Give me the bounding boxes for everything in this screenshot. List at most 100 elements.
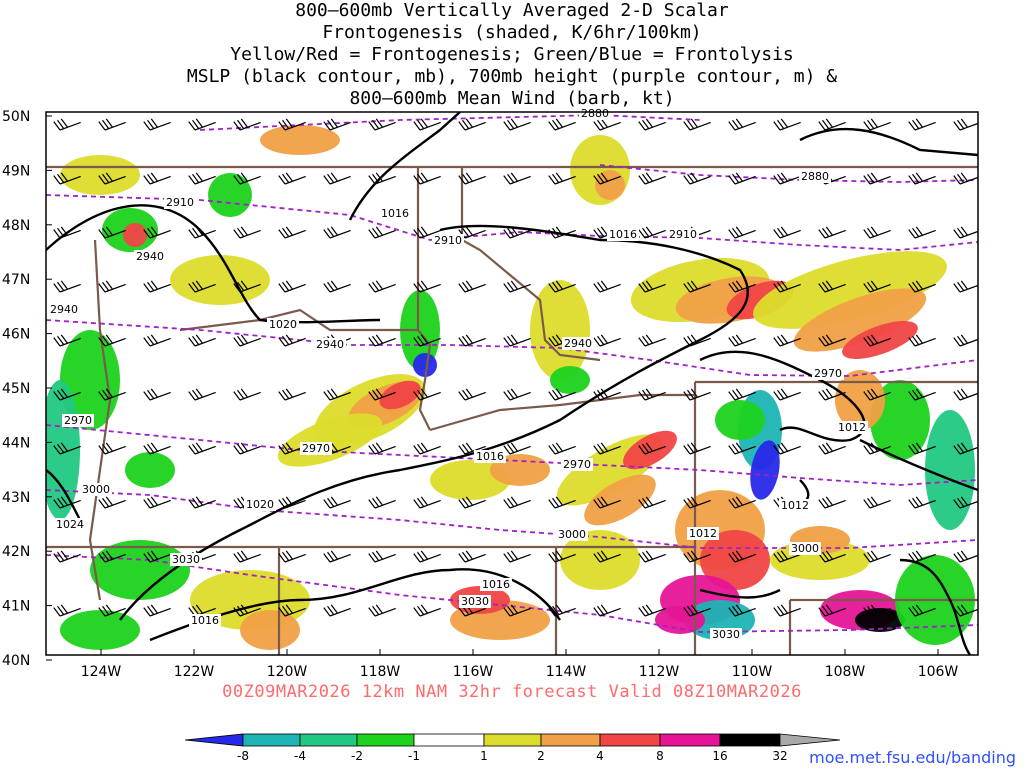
barb-flag xyxy=(102,281,110,291)
barb-flag xyxy=(642,119,650,129)
barb-flag xyxy=(368,391,376,401)
wind-barb xyxy=(413,334,441,347)
barb-flag xyxy=(150,388,158,398)
barb-flag xyxy=(458,121,466,131)
height-label: 3030 xyxy=(172,553,200,566)
wind-barb xyxy=(818,334,846,347)
barb-flag xyxy=(818,445,826,455)
wind-barb xyxy=(53,442,81,455)
barb-flag xyxy=(417,497,425,507)
barb-flag xyxy=(555,388,563,398)
wind-barb xyxy=(368,496,396,509)
barb-flag xyxy=(98,445,106,455)
barb-flag xyxy=(732,335,740,345)
barb-flag xyxy=(510,604,518,614)
barb-flag xyxy=(195,118,203,128)
barb-flag xyxy=(957,389,965,399)
barb-flag xyxy=(593,607,601,617)
barb-flag xyxy=(147,335,155,345)
barb-flag xyxy=(237,227,245,237)
barb-flag xyxy=(195,604,203,614)
barb-flag xyxy=(327,173,335,183)
mslp-label-bg xyxy=(687,527,719,540)
wind-barb xyxy=(953,226,978,239)
wind-barb xyxy=(728,118,756,131)
barb-flag xyxy=(728,553,736,563)
barb-flag xyxy=(773,337,781,347)
barb-flag xyxy=(908,175,916,185)
barb-flag xyxy=(773,283,781,293)
barb-flag xyxy=(147,173,155,183)
barb-flag xyxy=(240,388,248,398)
barb-flag xyxy=(683,607,691,617)
wind-barb xyxy=(278,280,306,293)
barb-flag xyxy=(413,553,421,563)
barb-flag xyxy=(105,388,113,398)
wind-barb xyxy=(503,226,531,239)
height-label-bg xyxy=(164,196,196,209)
colorbar-segment xyxy=(540,733,601,747)
barb-flag xyxy=(728,445,736,455)
wind-barb xyxy=(773,442,801,455)
barb-flag xyxy=(327,605,335,615)
barb-flag xyxy=(147,443,155,453)
wind-barb xyxy=(683,172,711,185)
barb-flag xyxy=(870,550,878,560)
state-border-line xyxy=(416,167,432,431)
height-label-bg xyxy=(300,442,332,455)
barb-flag xyxy=(915,118,923,128)
barb-flag xyxy=(330,496,338,506)
barb-flag xyxy=(960,388,968,398)
mslp-label: 1016 xyxy=(191,614,219,627)
barb-flag xyxy=(548,175,556,185)
barb-flag xyxy=(285,118,293,128)
barb-flag xyxy=(413,229,421,239)
wind-barb xyxy=(188,118,216,131)
barb-flag xyxy=(510,550,518,560)
barb-flag xyxy=(192,173,200,183)
barb-flag xyxy=(960,226,968,236)
wind-barb xyxy=(953,118,978,131)
barb-flag xyxy=(53,553,61,563)
barb-flag xyxy=(102,497,110,507)
barb-flag xyxy=(552,281,560,291)
barb-flag xyxy=(642,389,650,399)
wind-barb xyxy=(908,226,936,239)
barb-flag xyxy=(53,229,61,239)
barb-flag xyxy=(327,119,335,129)
wind-barb xyxy=(323,226,351,239)
wind-barb xyxy=(53,226,81,239)
wind-barb xyxy=(278,496,306,509)
wind-barb xyxy=(413,172,441,185)
barb-flag xyxy=(372,443,380,453)
wind-barb xyxy=(143,388,171,401)
barb-flag xyxy=(555,550,563,560)
barb-flag xyxy=(278,121,286,131)
shading-patch xyxy=(842,321,918,359)
barb-flag xyxy=(458,337,466,347)
barb-flag xyxy=(503,445,511,455)
colorbar-segment xyxy=(719,733,781,747)
wind-barb xyxy=(233,280,261,293)
colorbar-segment xyxy=(779,733,841,747)
barb-flag xyxy=(462,335,470,345)
barb-flag xyxy=(188,499,196,509)
barb-flag xyxy=(240,550,248,560)
barb-flag xyxy=(150,442,158,452)
barb-flag xyxy=(908,445,916,455)
wind-barb xyxy=(773,172,801,185)
barb-flag xyxy=(53,391,61,401)
barb-flag xyxy=(870,280,878,290)
wind-barb xyxy=(188,496,216,509)
barb-flag xyxy=(143,175,151,185)
barb-flag xyxy=(240,604,248,614)
wind-barb xyxy=(53,280,81,293)
barb-flag xyxy=(417,281,425,291)
wind-barb xyxy=(143,496,171,509)
lon-label: 116W xyxy=(453,664,494,680)
barb-flag xyxy=(323,607,331,617)
barb-flag xyxy=(638,445,646,455)
barb-flag xyxy=(507,119,515,129)
wind-barb xyxy=(233,118,261,131)
wind-barb xyxy=(638,604,666,617)
